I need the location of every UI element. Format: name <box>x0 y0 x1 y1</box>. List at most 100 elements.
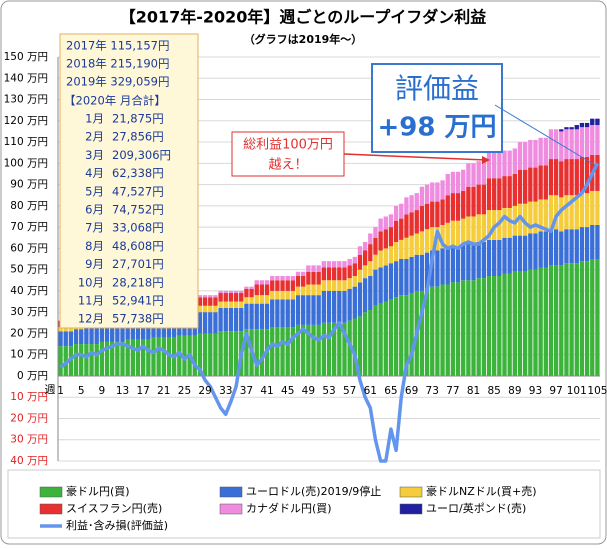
bar <box>528 269 533 376</box>
bar <box>192 335 197 376</box>
bar <box>481 241 487 279</box>
bar <box>404 237 409 259</box>
bar <box>579 122 585 128</box>
x-tick-label: 9 <box>99 385 106 397</box>
bar <box>564 229 569 264</box>
bar <box>368 310 373 376</box>
bar <box>450 193 456 221</box>
bar <box>135 320 141 340</box>
month: 5月 <box>85 184 104 198</box>
bar <box>326 290 332 323</box>
bar <box>548 195 554 230</box>
bar <box>522 271 528 376</box>
y-tick-label: 30 万円 <box>10 434 48 446</box>
legend-swatch <box>399 503 423 515</box>
bar <box>290 299 296 328</box>
x-tick-label: 105 <box>587 385 607 397</box>
bar <box>306 324 311 376</box>
bar <box>533 233 538 270</box>
bar <box>342 267 347 281</box>
bar <box>466 186 471 217</box>
bar <box>202 305 208 313</box>
bar <box>528 139 533 168</box>
bar <box>331 267 337 281</box>
bar <box>104 324 110 342</box>
callout-title: 評価益 <box>395 72 479 105</box>
bar <box>517 169 523 204</box>
legend-label: スイスフラン円(売) <box>66 502 162 515</box>
bar <box>584 127 590 157</box>
bar <box>378 303 383 376</box>
bar <box>321 280 327 291</box>
bar <box>528 201 533 234</box>
bar <box>538 199 543 232</box>
y-tick-label: 40 万円 <box>10 285 48 297</box>
bar <box>378 231 383 251</box>
y-tick-label: 100 万円 <box>4 157 48 169</box>
bar <box>435 201 440 228</box>
bar <box>455 246 461 283</box>
bar <box>58 331 63 347</box>
bar <box>249 303 254 330</box>
bar <box>388 299 394 376</box>
bar <box>290 290 296 300</box>
x-tick-label: 5 <box>78 385 85 397</box>
x-tick-label: 77 <box>446 385 459 397</box>
x-tick-label: 21 <box>157 385 170 397</box>
bar <box>213 297 218 306</box>
bar <box>115 324 120 342</box>
y-tick-label: 60 万円 <box>10 242 48 254</box>
bar <box>533 201 538 234</box>
bar <box>409 256 414 294</box>
bar <box>424 203 430 230</box>
bar <box>404 197 409 215</box>
arrow-head <box>482 156 490 164</box>
bar <box>130 320 136 340</box>
bar <box>270 327 275 376</box>
bar <box>311 324 316 376</box>
bar <box>564 129 569 160</box>
x-tick-label: 61 <box>364 385 377 397</box>
bar <box>223 293 228 302</box>
chart-title: 【2017年-2020年】週ごとのループイフダン利益 <box>120 8 487 27</box>
bar <box>399 218 404 240</box>
bar <box>166 337 172 376</box>
bar <box>218 307 223 332</box>
bar <box>362 250 368 266</box>
x-tick-label: 53 <box>322 385 335 397</box>
bar <box>476 214 481 242</box>
bar <box>517 203 523 236</box>
month-amount: 33,068円 <box>112 221 164 235</box>
bar <box>244 329 249 376</box>
bar <box>223 307 228 332</box>
bar <box>579 127 585 157</box>
bar <box>553 159 559 196</box>
bar <box>321 290 327 323</box>
bar <box>522 169 528 204</box>
bar <box>290 327 296 376</box>
bar <box>590 190 595 225</box>
x-tick-label: 49 <box>302 385 315 397</box>
bar <box>218 301 223 308</box>
y-tick-label: 50 万円 <box>10 264 48 276</box>
month: 9月 <box>85 257 104 271</box>
bar <box>259 295 265 304</box>
bar <box>306 265 311 272</box>
bar <box>228 331 234 376</box>
bar <box>584 261 590 376</box>
bar <box>471 280 476 376</box>
bar <box>295 324 301 376</box>
bar <box>404 259 409 296</box>
bar <box>352 276 357 287</box>
bar <box>228 290 234 294</box>
bar <box>68 327 74 332</box>
bar <box>285 276 290 281</box>
bar <box>362 312 368 376</box>
bar <box>486 152 492 179</box>
month-amount: 47,527円 <box>112 184 164 198</box>
bar <box>579 193 585 228</box>
bar <box>301 276 306 287</box>
bar <box>161 337 166 376</box>
bar <box>316 284 321 296</box>
bar <box>492 178 497 211</box>
